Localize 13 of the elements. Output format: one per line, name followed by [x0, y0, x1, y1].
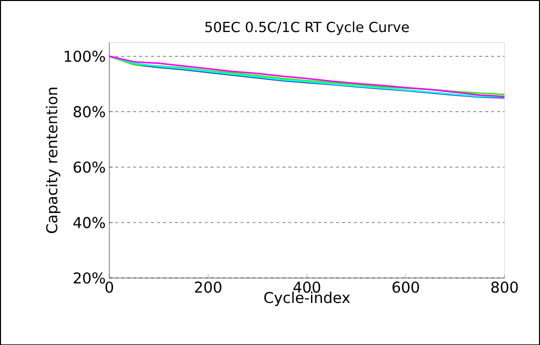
y-tick-label: 80%	[74, 106, 105, 118]
y-tick-label: 20%	[74, 272, 105, 284]
x-tick-label: 200	[194, 281, 222, 293]
x-tick-label: 800	[491, 281, 518, 293]
x-tick-label: 0	[106, 281, 114, 293]
x-tick-label: 600	[392, 281, 419, 293]
chart-title: 50EC 0.5C/1C RT Cycle Curve	[205, 21, 409, 35]
x-tick-label: 400	[293, 281, 320, 293]
x-axis-title: Cycle-index	[264, 291, 350, 306]
y-tick-label: 40%	[73, 216, 105, 228]
y-tick-label: 100%	[64, 50, 105, 62]
y-tick-label: 60%	[74, 161, 105, 173]
y-axis-title: Capacity rentention	[46, 88, 60, 233]
